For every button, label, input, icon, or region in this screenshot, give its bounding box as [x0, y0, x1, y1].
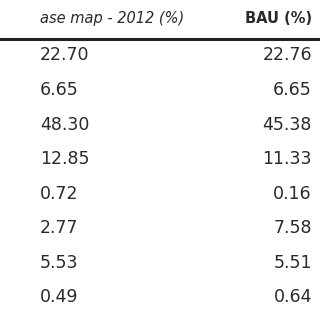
Text: 0.16: 0.16: [273, 185, 312, 203]
Text: 22.70: 22.70: [40, 46, 90, 64]
Text: 0.64: 0.64: [274, 288, 312, 306]
Text: 7.58: 7.58: [274, 219, 312, 237]
Text: 2.77: 2.77: [40, 219, 78, 237]
Text: 22.76: 22.76: [262, 46, 312, 64]
Text: 0.49: 0.49: [40, 288, 78, 306]
Text: 12.85: 12.85: [40, 150, 90, 168]
Text: 11.33: 11.33: [262, 150, 312, 168]
Text: 6.65: 6.65: [273, 81, 312, 99]
Text: 45.38: 45.38: [263, 116, 312, 133]
Text: 48.30: 48.30: [40, 116, 89, 133]
Text: 6.65: 6.65: [40, 81, 79, 99]
Text: 0.72: 0.72: [40, 185, 78, 203]
Text: 5.51: 5.51: [274, 254, 312, 272]
Text: ase map - 2012 (%): ase map - 2012 (%): [40, 11, 184, 26]
Text: BAU (%): BAU (%): [245, 11, 312, 26]
Text: 5.53: 5.53: [40, 254, 78, 272]
